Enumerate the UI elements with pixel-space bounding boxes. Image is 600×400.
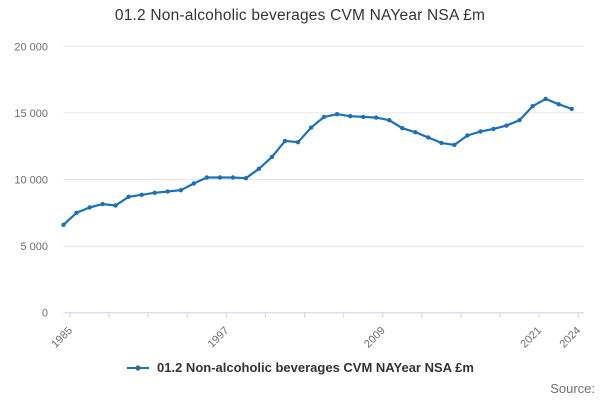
data-series-line[interactable] (62, 97, 573, 226)
data-point-marker (452, 142, 457, 148)
data-point-marker (321, 114, 327, 120)
data-point-marker (178, 188, 183, 193)
data-point-marker (191, 181, 196, 186)
y-axis-label: 20 000 (14, 41, 48, 53)
data-point-marker (204, 175, 209, 180)
data-point-marker (374, 115, 379, 120)
data-point-marker (387, 118, 392, 123)
x-axis-label: 1985 (49, 325, 75, 351)
y-axis-label: 0 (42, 308, 48, 320)
data-point-marker (348, 114, 353, 119)
data-point-marker (152, 190, 157, 195)
chart-title: 01.2 Non-alcoholic beverages CVM NAYear … (114, 7, 486, 24)
legend: 01.2 Non-alcoholic beverages CVM NAYear … (0, 360, 600, 375)
data-point-marker (126, 194, 131, 199)
source-label: Source: (550, 381, 595, 396)
x-axis-label: 2024 (557, 325, 583, 351)
data-point-marker (139, 192, 144, 197)
data-point-marker (569, 106, 574, 112)
legend-label: 01.2 Non-alcoholic beverages CVM NAYear … (157, 360, 474, 375)
data-point-marker (87, 205, 92, 210)
data-point-marker (491, 126, 496, 132)
data-point-marker (113, 203, 118, 208)
data-point-marker (295, 140, 301, 145)
data-point-marker (74, 210, 79, 215)
data-point-marker (334, 112, 340, 117)
x-axis-label: 2009 (362, 325, 388, 351)
data-point-marker (230, 175, 236, 180)
data-point-marker (400, 126, 405, 131)
y-axis-label: 15 000 (14, 108, 48, 120)
data-point-marker (504, 123, 509, 128)
data-point-marker (308, 125, 314, 130)
data-point-marker (439, 140, 444, 146)
legend-line-marker-icon (127, 364, 150, 371)
data-point-marker (530, 104, 535, 109)
data-point-marker (413, 130, 418, 135)
data-point-marker (217, 175, 223, 180)
data-point-marker (465, 133, 470, 138)
x-axis-label: 1997 (206, 325, 232, 351)
data-point-marker (517, 118, 522, 123)
data-point-marker (556, 102, 561, 107)
data-point-marker (426, 135, 431, 140)
legend-item[interactable]: 01.2 Non-alcoholic beverages CVM NAYear … (126, 360, 474, 375)
data-point-marker (61, 222, 66, 227)
data-point-marker (243, 176, 249, 181)
x-axis-label: 2021 (518, 325, 544, 351)
line-chart-plot: 0 5 000 10 000 15 000 20 000 1985 1997 2009 2021… (14, 41, 584, 351)
y-axis-label: 10 000 (14, 175, 48, 187)
data-point-marker (361, 114, 366, 120)
data-point-marker (282, 138, 288, 144)
data-point-marker (165, 189, 170, 194)
data-point-marker (478, 129, 483, 134)
y-axis-label: 5 000 (20, 241, 48, 253)
data-point-marker (543, 96, 548, 102)
data-point-marker (256, 166, 262, 171)
data-point-marker (100, 201, 105, 207)
data-point-marker (269, 154, 275, 160)
